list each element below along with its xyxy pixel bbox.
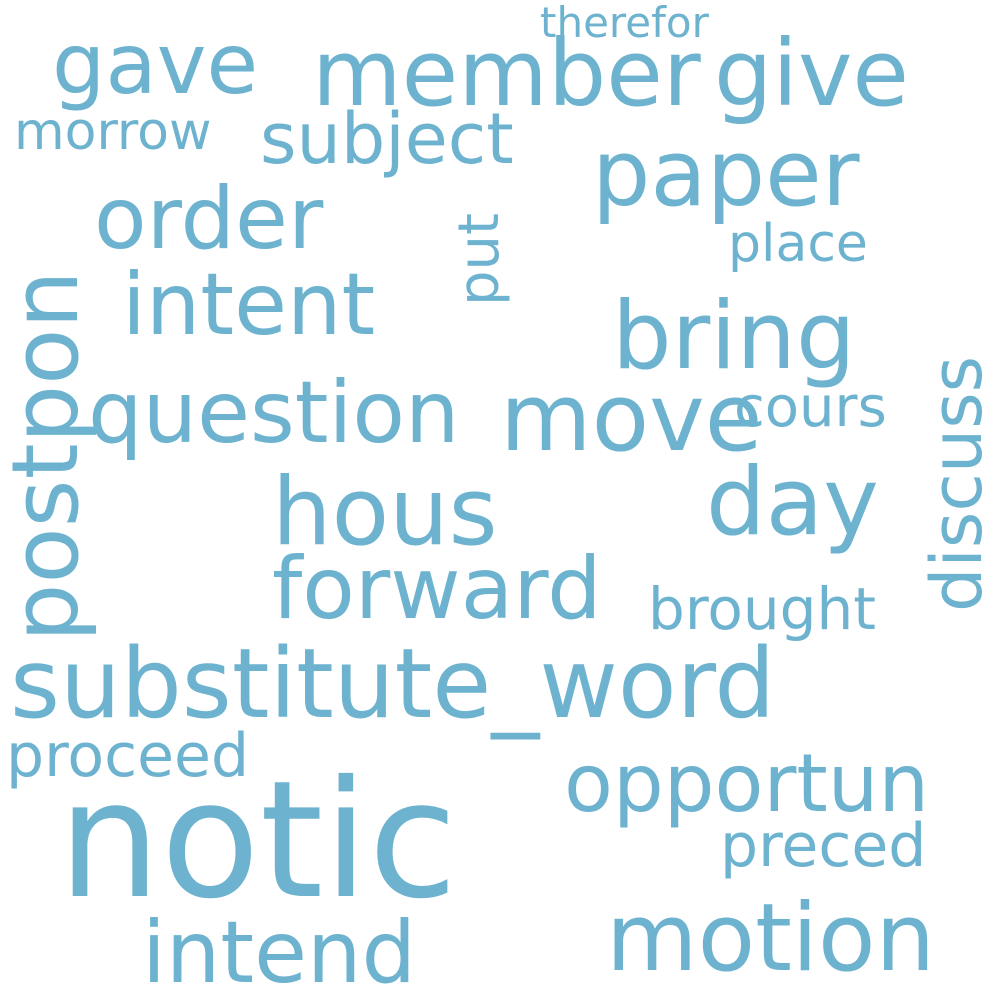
word-question: question bbox=[88, 363, 460, 463]
word-opportun: opportun bbox=[564, 737, 930, 830]
word-place: place bbox=[728, 214, 868, 274]
word-hous: hous bbox=[272, 458, 498, 567]
word-member: member bbox=[312, 20, 701, 127]
word-discuss: discuss bbox=[916, 355, 998, 612]
word-paper: paper bbox=[592, 120, 860, 227]
word-bring: bring bbox=[612, 282, 856, 391]
word-motion: motion bbox=[606, 884, 936, 993]
word-gave: gave bbox=[52, 15, 259, 113]
word-preced: preced bbox=[720, 811, 927, 881]
word-order: order bbox=[94, 169, 324, 269]
word-cours: cours bbox=[734, 375, 887, 440]
word-brought: brought bbox=[648, 575, 876, 643]
word-morrow: morrow bbox=[14, 102, 212, 162]
word-give: give bbox=[714, 20, 910, 127]
word-proceed: proceed bbox=[6, 721, 250, 791]
word-day: day bbox=[706, 448, 879, 557]
word-notic: notic bbox=[58, 747, 458, 935]
word-substitute-word: substitute_word bbox=[10, 628, 776, 740]
word-therefor: therefor bbox=[540, 0, 709, 47]
word-postpon: postpon bbox=[0, 270, 99, 642]
word-intend: intend bbox=[142, 903, 417, 1000]
word-forward: forward bbox=[272, 539, 602, 639]
word-put: put bbox=[447, 213, 512, 306]
word-move: move bbox=[500, 364, 763, 473]
word-subject: subject bbox=[260, 98, 514, 180]
word-intent: intent bbox=[122, 255, 376, 355]
